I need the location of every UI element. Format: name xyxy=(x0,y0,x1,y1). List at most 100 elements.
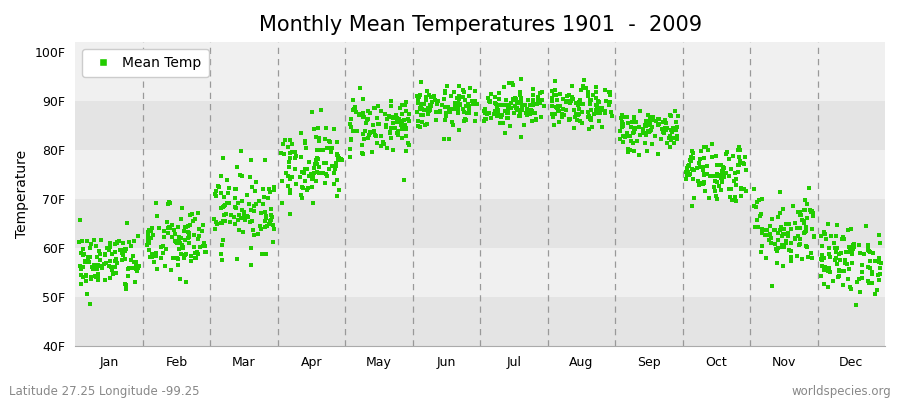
Point xyxy=(169,255,184,262)
Point xyxy=(591,99,606,105)
Point xyxy=(788,235,802,242)
Point xyxy=(176,228,191,234)
Point xyxy=(113,247,128,254)
Point xyxy=(590,108,605,114)
Point xyxy=(598,110,613,116)
Point xyxy=(149,266,164,272)
Point xyxy=(90,254,104,260)
Point xyxy=(127,258,141,265)
Point xyxy=(91,274,105,281)
Point xyxy=(724,186,738,192)
Point xyxy=(118,282,132,288)
Point xyxy=(731,169,745,176)
Point xyxy=(571,112,585,118)
Point xyxy=(583,116,598,122)
Point xyxy=(288,155,302,161)
Point xyxy=(794,212,808,218)
Point xyxy=(771,237,786,243)
Point xyxy=(265,213,279,220)
Point xyxy=(693,164,707,170)
Point xyxy=(690,178,705,184)
Point xyxy=(161,201,176,207)
Point xyxy=(330,192,345,199)
Point xyxy=(307,165,321,171)
Point xyxy=(633,108,647,114)
Point xyxy=(469,100,483,107)
Point xyxy=(147,258,161,265)
Point xyxy=(690,165,705,171)
Point xyxy=(422,92,436,99)
Point xyxy=(830,261,844,267)
Point xyxy=(483,115,498,121)
Point xyxy=(644,128,658,134)
Point xyxy=(367,105,382,112)
Point xyxy=(708,193,723,200)
Point xyxy=(172,238,186,244)
Point xyxy=(691,181,706,188)
Point xyxy=(220,177,235,183)
Point xyxy=(384,135,399,142)
Point xyxy=(439,110,454,116)
Point xyxy=(314,107,328,114)
Point xyxy=(699,143,714,150)
Point xyxy=(325,145,339,151)
Point xyxy=(598,98,613,104)
Point xyxy=(482,98,497,104)
Point xyxy=(495,112,509,118)
Point xyxy=(78,278,93,285)
Point xyxy=(872,276,886,283)
Point xyxy=(107,258,122,264)
Point xyxy=(636,130,651,137)
Point xyxy=(229,186,243,192)
Point xyxy=(724,197,739,203)
Point xyxy=(157,228,171,234)
Point xyxy=(110,260,124,266)
Point xyxy=(389,112,403,118)
Point xyxy=(773,227,788,233)
Point xyxy=(800,243,814,250)
Point xyxy=(773,210,788,217)
Point xyxy=(358,128,373,134)
Point xyxy=(124,256,139,263)
Point xyxy=(229,186,243,192)
Point xyxy=(492,96,507,103)
Point xyxy=(410,95,425,102)
Point xyxy=(562,92,576,98)
Point xyxy=(865,268,879,275)
Point xyxy=(401,142,416,148)
Point xyxy=(292,174,307,180)
Point xyxy=(261,186,275,192)
Point xyxy=(183,222,197,228)
Point xyxy=(503,123,517,130)
Point xyxy=(182,234,196,240)
Point xyxy=(627,148,642,154)
Point xyxy=(842,284,857,290)
Point xyxy=(411,100,426,106)
Point xyxy=(843,247,858,253)
Point xyxy=(368,132,382,138)
Point xyxy=(177,255,192,261)
Point xyxy=(685,176,699,182)
Point xyxy=(830,222,844,228)
Point xyxy=(161,224,176,231)
Point xyxy=(294,129,309,136)
Point xyxy=(418,94,433,100)
Point xyxy=(773,224,788,230)
Point xyxy=(629,138,643,144)
Point xyxy=(356,136,371,142)
Point xyxy=(803,207,817,213)
Point xyxy=(197,240,211,246)
Point xyxy=(716,177,730,184)
Point xyxy=(433,109,447,115)
Point xyxy=(86,261,101,268)
Point xyxy=(836,282,850,288)
Point xyxy=(346,128,360,134)
Point xyxy=(102,247,116,254)
Point xyxy=(452,96,466,102)
Point xyxy=(660,125,674,131)
Point xyxy=(727,170,742,176)
Point xyxy=(443,109,457,115)
Point xyxy=(862,248,877,254)
Point xyxy=(717,174,732,180)
Point xyxy=(199,249,213,255)
